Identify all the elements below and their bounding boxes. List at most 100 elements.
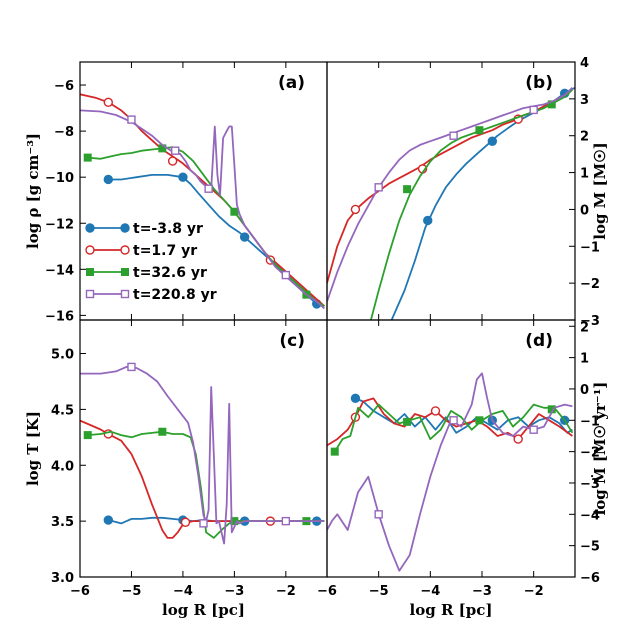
x-axis-label: log R [pc] (162, 601, 245, 619)
data-point-b-3 (475, 126, 484, 135)
legend-label-4: t=220.8 yr (133, 287, 217, 303)
data-point-a-2 (103, 97, 114, 108)
legend-label-2: t=1.7 yr (133, 243, 197, 259)
x-tick-label-d: −3 (472, 584, 492, 599)
data-point-c-4 (199, 519, 208, 528)
x-tick-label-d: −6 (317, 584, 337, 599)
data-point-a-4 (170, 146, 180, 155)
panel-d: −6 −5 −4 −3 −2 −1 0 1 2 −6 −5 −4 −3 −2 (d) log Ṁ [M☉ yr… (317, 319, 609, 599)
x-tick-label-c: −4 (173, 584, 193, 599)
data-point-d-1 (350, 393, 361, 404)
x-tick-label-c: −3 (224, 584, 244, 599)
y-tick-label-b: 2 (580, 130, 589, 145)
panel-a: −16 −14 −12 −10 −8 −6 (a) log ρ [g cm⁻³] (24, 61, 328, 324)
y-tick-label-a: −12 (45, 217, 74, 232)
x-tick-label-d: −2 (524, 584, 544, 599)
data-point-b-4 (449, 131, 458, 140)
y-tick-label-d: −6 (580, 571, 600, 586)
legend-marker-3 (86, 268, 94, 276)
data-point-a-4 (281, 270, 291, 280)
panel-d-plot-area (327, 372, 574, 572)
y-tick-label-b: 4 (580, 56, 589, 71)
y-tick-label-a: −10 (45, 171, 74, 186)
panel-tag-a: (a) (278, 73, 305, 93)
y-tick-label-d: −3 (580, 477, 600, 492)
y-tick-label-b: −3 (580, 314, 600, 329)
data-point-a-1 (239, 232, 250, 242)
panel-c-plot-area (80, 362, 325, 545)
legend-marker-4 (85, 289, 95, 299)
y-tick-label-b: −1 (580, 240, 600, 255)
y-tick-label-b: 0 (580, 203, 589, 218)
panel-frame-d (326, 319, 576, 578)
data-point-a-2 (167, 156, 178, 166)
y-tick-label-a: −14 (45, 263, 74, 278)
y-axis-label-a: log ρ [g cm⁻³] (24, 133, 42, 249)
y-axis-label-c: log T [K] (24, 411, 42, 486)
data-point-b-1 (423, 215, 433, 226)
y-tick-label-a: −16 (45, 309, 74, 324)
data-point-a-4 (127, 115, 136, 124)
y-tick-label-b: 3 (580, 93, 589, 108)
legend-marker-4 (120, 289, 130, 299)
data-point-d-3 (547, 405, 556, 414)
data-point-c-4 (281, 516, 291, 526)
data-point-c-4 (127, 362, 136, 372)
x-tick-label-d: −4 (420, 584, 440, 599)
panel-frame-c (79, 319, 328, 578)
y-tick-label-c: 4.0 (51, 459, 74, 474)
legend-label-3: t=32.6 yr (133, 265, 207, 281)
data-point-a-3 (158, 144, 167, 153)
y-tick-label-a: −8 (54, 125, 74, 140)
series-line-d-3 (334, 403, 574, 453)
data-point-d-3 (403, 417, 412, 426)
data-point-d-4 (529, 425, 538, 434)
panel-b-plot-area (327, 86, 575, 320)
panel-tag-d: (d) (525, 331, 553, 351)
y-tick-label-d: 1 (580, 352, 589, 367)
y-tick-label-c: 3.0 (51, 571, 74, 586)
data-point-a-4 (204, 184, 213, 193)
data-point-b-4 (374, 183, 383, 192)
y-tick-label-b: −2 (580, 277, 600, 292)
data-point-b-4 (529, 105, 538, 115)
data-point-a-1 (178, 172, 188, 182)
x-tick-label-c: −5 (121, 584, 141, 599)
y-tick-label-d: 2 (580, 320, 589, 335)
data-point-d-3 (475, 416, 484, 425)
panel-tag-c: (c) (279, 331, 305, 351)
legend-marker-2 (85, 245, 95, 255)
data-point-b-3 (403, 185, 412, 194)
data-point-b-1 (487, 136, 498, 146)
y-tick-label-d: 0 (580, 383, 589, 398)
data-point-a-3 (83, 153, 92, 162)
panel-frame-a (79, 61, 328, 321)
data-point-d-4 (449, 416, 458, 425)
data-point-c-3 (230, 517, 239, 526)
y-tick-label-d: −1 (580, 414, 600, 429)
y-axis-label-b: log M [M☉] (591, 142, 609, 240)
y-tick-label-c: 5.0 (51, 348, 74, 363)
data-point-c-3 (158, 427, 167, 436)
data-point-c-1 (103, 515, 114, 525)
series-line-b-2 (327, 87, 574, 284)
data-point-b-3 (547, 100, 556, 109)
legend-marker-1 (85, 223, 95, 233)
data-point-b-2 (350, 204, 361, 215)
legend-marker-3 (121, 268, 129, 276)
data-point-a-1 (103, 174, 114, 185)
x-tick-label-c: −2 (276, 584, 296, 599)
x-tick-label-d: −5 (369, 584, 389, 599)
data-point-c-2 (180, 517, 191, 527)
y-tick-label-a: −6 (54, 79, 74, 94)
legend-label-1: t=-3.8 yr (133, 221, 203, 237)
y-tick-label-d: −4 (580, 508, 600, 523)
data-point-c-3 (83, 431, 92, 440)
y-tick-label-b: 1 (580, 167, 589, 182)
data-point-d-3 (330, 447, 339, 456)
y-tick-label-c: 3.5 (51, 515, 74, 530)
panel-a-plot-area (80, 93, 326, 310)
y-tick-label-d: −2 (580, 446, 600, 461)
series-line-c-4 (80, 365, 325, 545)
